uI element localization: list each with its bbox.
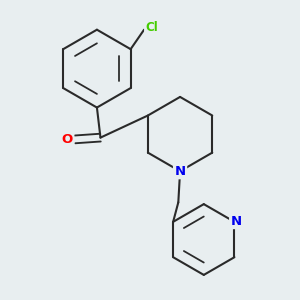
Text: O: O (61, 133, 73, 146)
Text: N: N (231, 214, 242, 228)
Text: N: N (175, 165, 186, 178)
Text: Cl: Cl (146, 21, 158, 34)
